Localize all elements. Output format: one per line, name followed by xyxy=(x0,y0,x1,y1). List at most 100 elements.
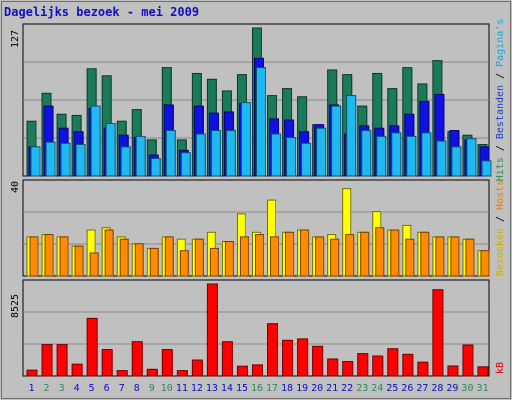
day-label: 5 xyxy=(89,383,95,394)
kb-bar xyxy=(86,317,98,377)
kb-bar xyxy=(447,365,459,377)
kb-bar xyxy=(251,364,263,377)
kb-bar xyxy=(267,323,279,377)
legend-entry: Hosts xyxy=(495,180,506,210)
kb-bar xyxy=(236,365,248,377)
kb-bar xyxy=(191,359,203,377)
kb-bar xyxy=(312,345,324,377)
legend-text: Hits / Bestanden / Pagina's xyxy=(495,19,506,182)
hosts-bar xyxy=(194,238,204,277)
kb-bar xyxy=(131,341,143,377)
pages-bar xyxy=(466,138,477,177)
day-label: 8 xyxy=(134,383,140,394)
day-label: 31 xyxy=(476,383,488,394)
legend-entry: / xyxy=(495,67,506,85)
pages-bar xyxy=(361,130,372,177)
kb-bar xyxy=(417,361,429,377)
day-label: 13 xyxy=(206,383,218,394)
kb-bar xyxy=(357,353,369,377)
hosts-bar xyxy=(420,231,430,277)
pages-bar xyxy=(301,142,312,177)
hosts-bar xyxy=(119,238,129,277)
kb-bar xyxy=(71,363,83,377)
day-label: 14 xyxy=(221,383,233,394)
day-label: 12 xyxy=(191,383,203,394)
pages-bar xyxy=(75,144,86,177)
pages-bar xyxy=(210,130,221,177)
pages-bar xyxy=(436,140,447,177)
hosts-bar xyxy=(285,231,295,277)
day-label: 16 xyxy=(251,383,263,394)
pages-bar xyxy=(180,152,191,177)
pages-bar xyxy=(240,102,251,177)
kb-bar xyxy=(432,289,444,377)
hosts-bar xyxy=(104,229,114,277)
legend-entry: / xyxy=(495,139,506,157)
y-max-visitors-label: 40 xyxy=(10,181,21,193)
pages-bar xyxy=(286,137,297,177)
hosts-bar xyxy=(179,250,189,277)
visits-hosts-panel xyxy=(22,179,490,277)
day-label: 28 xyxy=(431,383,443,394)
legend-entry: kB xyxy=(495,362,506,374)
day-label: 19 xyxy=(296,383,308,394)
pages-bar xyxy=(331,105,342,177)
hosts-bar xyxy=(375,227,385,277)
pages-bar xyxy=(90,105,101,177)
legend-entry: Hits xyxy=(495,157,506,181)
pages-bar xyxy=(60,142,71,177)
kb-bar xyxy=(297,338,309,377)
day-label: 20 xyxy=(311,383,323,394)
hosts-bar xyxy=(360,231,370,277)
kb-bar xyxy=(327,358,339,377)
day-label: 29 xyxy=(446,383,458,394)
hosts-bar xyxy=(330,238,340,277)
pages-bar xyxy=(30,146,41,177)
day-label: 26 xyxy=(401,383,413,394)
legend-text: Bezoeken / Hosts xyxy=(495,180,506,276)
kb-bar xyxy=(146,368,158,377)
day-label: 4 xyxy=(74,383,80,394)
kb-bar xyxy=(56,344,68,377)
pages-bar xyxy=(271,133,282,177)
day-label: 2 xyxy=(44,383,50,394)
kb-bar xyxy=(477,366,489,377)
pages-bar xyxy=(105,123,116,177)
kb-bar xyxy=(402,353,414,377)
kb-bar xyxy=(101,349,113,377)
hosts-bar xyxy=(164,236,174,277)
kb-bar xyxy=(342,361,354,377)
pages-bar xyxy=(481,160,492,177)
hosts-bar xyxy=(435,236,445,277)
legend-entry: Bezoeken xyxy=(495,228,506,276)
legend-entry: Pagina's xyxy=(495,19,506,67)
hosts-bar xyxy=(345,234,355,277)
kb-bar xyxy=(206,283,218,377)
day-label: 30 xyxy=(461,383,473,394)
day-label: 23 xyxy=(356,383,368,394)
day-label: 6 xyxy=(104,383,110,394)
legend-text: kB xyxy=(495,362,506,374)
day-label: 25 xyxy=(386,383,398,394)
pages-bar xyxy=(406,135,417,177)
hosts-bar xyxy=(465,238,475,277)
day-label: 27 xyxy=(416,383,428,394)
pages-bar xyxy=(391,132,402,177)
day-label: 18 xyxy=(281,383,293,394)
hosts-bar xyxy=(239,236,249,277)
hosts-bar xyxy=(59,236,69,277)
kb-bar xyxy=(282,339,294,377)
pages-bar xyxy=(165,130,176,177)
legend-hits-files-pages: Hits / Bestanden / Pagina's xyxy=(495,19,506,182)
hosts-bar xyxy=(270,236,280,277)
kb-bar xyxy=(221,341,233,377)
legend-entry: / xyxy=(495,210,506,228)
hosts-bar xyxy=(134,243,144,277)
hosts-bar xyxy=(149,247,159,277)
day-label: 7 xyxy=(119,383,125,394)
hosts-bar xyxy=(390,229,400,277)
pages-bar xyxy=(421,132,432,177)
kb-bar xyxy=(41,344,53,377)
kb-bar xyxy=(176,370,188,377)
